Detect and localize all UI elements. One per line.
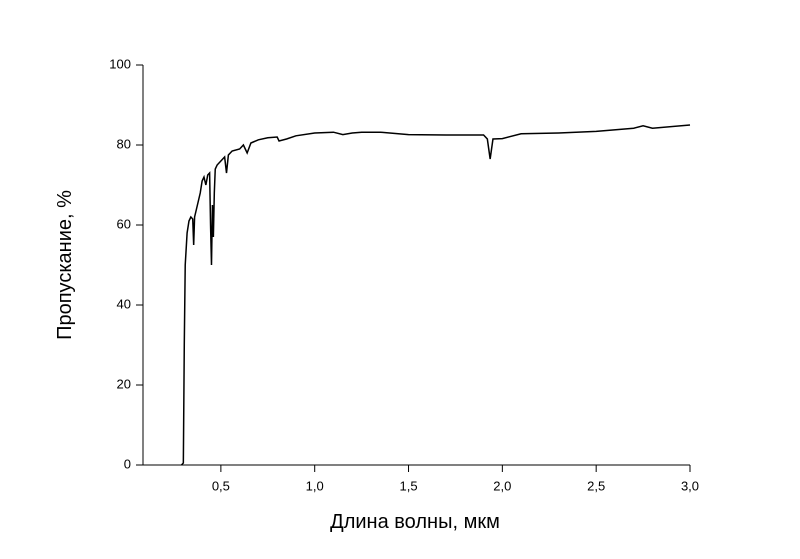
x-tick-label: 1,0 xyxy=(306,478,324,493)
x-tick-label: 3,0 xyxy=(681,478,699,493)
x-tick-label: 2,0 xyxy=(493,478,511,493)
y-tick-label: 20 xyxy=(117,376,131,391)
y-axis-title: Пропускание, % xyxy=(54,190,76,340)
y-tick-label: 60 xyxy=(117,216,131,231)
x-axis-title: Длина волны, мкм xyxy=(330,511,500,533)
x-tick-label: 0,5 xyxy=(212,478,230,493)
x-tick-label: 1,5 xyxy=(399,478,417,493)
data-line xyxy=(180,124,691,466)
x-tick-label: 2,5 xyxy=(587,478,605,493)
y-tick-label: 80 xyxy=(117,136,131,151)
y-tick-label: 0 xyxy=(124,456,131,471)
y-tick-label: 40 xyxy=(117,296,131,311)
y-tick-label: 100 xyxy=(109,56,131,71)
